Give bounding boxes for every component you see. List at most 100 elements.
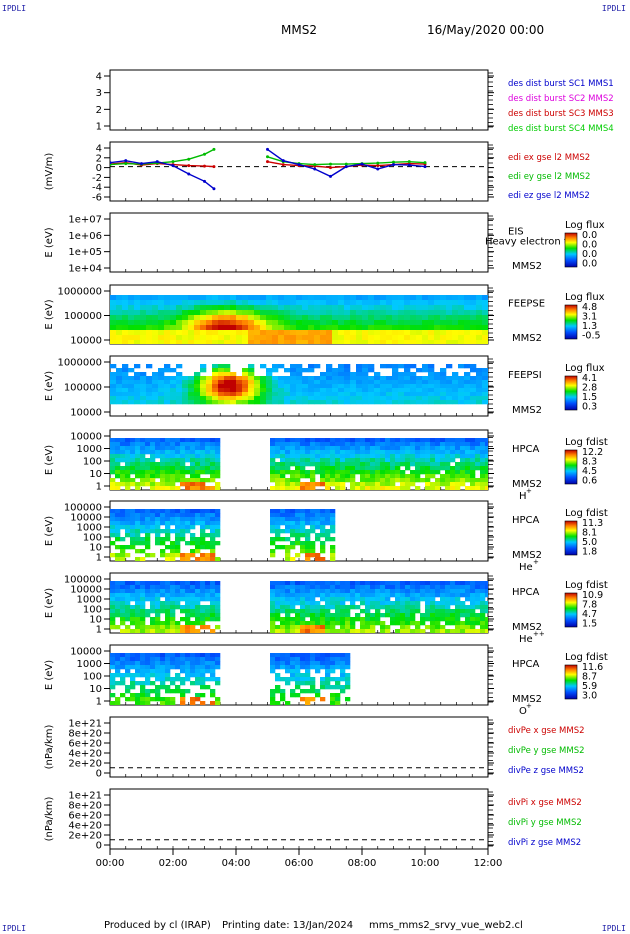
spectrogram-cell xyxy=(290,462,296,467)
spectrogram-cell xyxy=(435,478,441,483)
spectrogram-cell xyxy=(195,693,201,698)
spectrogram-cell xyxy=(150,681,156,686)
spectrogram-cell xyxy=(460,458,466,463)
spectrogram-cell xyxy=(476,380,483,385)
spectrogram-cell xyxy=(125,597,131,602)
x-tick-label: 04:00 xyxy=(222,858,251,869)
spectrogram-cell xyxy=(445,629,451,633)
spectrogram-cell xyxy=(420,458,426,463)
spectrogram-cell xyxy=(115,470,121,475)
spectrogram-cell xyxy=(270,470,276,475)
spectrogram-cell xyxy=(370,450,376,455)
spectrogram-cell xyxy=(425,438,431,443)
spectrogram-cell xyxy=(386,380,393,385)
spectrogram-cell xyxy=(332,325,339,331)
spectrogram-cell xyxy=(195,585,201,590)
spectrogram-cell xyxy=(320,677,326,682)
spectrogram-cell xyxy=(230,380,237,385)
spectrogram-cell xyxy=(455,589,461,594)
spectrogram-cell xyxy=(280,693,286,698)
spectrogram-cell xyxy=(320,533,326,538)
spectrogram-cell xyxy=(182,392,189,397)
spectrogram-cell xyxy=(480,470,486,475)
spectrogram-cell xyxy=(335,470,341,475)
spectrogram-cell xyxy=(356,325,363,331)
spectrogram-cell xyxy=(452,325,459,331)
spectrogram-cell xyxy=(182,300,189,306)
spectrogram-cell xyxy=(218,400,225,405)
spectrogram-cell xyxy=(165,442,171,447)
spectrogram-cell xyxy=(435,438,441,443)
spectrogram-cell xyxy=(398,384,405,389)
spectrogram-cell xyxy=(200,613,206,618)
spectrogram-cell xyxy=(440,400,447,405)
spectrogram-cell xyxy=(386,300,393,306)
spectrogram-cell xyxy=(435,454,441,459)
spectrogram-cell xyxy=(150,482,156,487)
spectrogram-cell xyxy=(440,609,446,614)
spectrogram-cell xyxy=(440,384,447,389)
spectrogram-cell xyxy=(335,450,341,455)
spectrogram-cell xyxy=(125,517,131,522)
spectrogram-cell xyxy=(195,629,201,633)
spectrogram-cell xyxy=(248,300,255,306)
spectrogram-cell xyxy=(190,537,196,542)
spectrogram-cell xyxy=(450,466,456,471)
spectrogram-cell xyxy=(280,466,286,471)
spectrogram-cell xyxy=(200,605,206,610)
spectrogram-cell xyxy=(146,300,153,306)
spectrogram-cell xyxy=(338,384,345,389)
spectrogram-cell xyxy=(450,597,456,602)
spectrogram-cell xyxy=(205,533,211,538)
spectrogram-cell xyxy=(310,478,316,483)
spectrogram-cell xyxy=(165,470,171,475)
spectrogram-cell xyxy=(120,589,126,594)
spectrogram-cell xyxy=(134,330,141,336)
spectrogram-cell xyxy=(368,380,375,385)
spectrogram-cell xyxy=(356,400,363,405)
spectrogram-cell xyxy=(446,340,453,344)
colorbar-label: Log fdist xyxy=(565,437,608,448)
spectrogram-cell xyxy=(128,384,135,389)
spectrogram-cell xyxy=(410,450,416,455)
spectrogram-cell xyxy=(206,396,213,401)
spectrogram-cell xyxy=(452,335,459,341)
spectrogram-cell xyxy=(134,376,141,381)
spectrogram-cell xyxy=(350,486,356,490)
spectrogram-cell xyxy=(405,482,411,487)
spectrogram-cell xyxy=(395,438,401,443)
spectrogram-cell xyxy=(320,438,326,443)
spectrogram-cell xyxy=(482,295,488,301)
spectrogram-cell xyxy=(482,335,488,341)
spectrogram-cell xyxy=(248,376,255,381)
spectrogram-cell xyxy=(164,400,171,405)
spectrogram-cell xyxy=(140,557,146,561)
spectrogram-cell xyxy=(194,396,201,401)
spectrogram-cell xyxy=(270,462,276,467)
spectrogram-cell xyxy=(356,310,363,316)
spectrogram-cell xyxy=(440,478,446,483)
spectrogram-cell xyxy=(130,661,136,666)
efield-point xyxy=(212,187,216,191)
spectrogram-cell xyxy=(345,685,351,690)
spectrogram-cell xyxy=(128,340,135,344)
spectrogram-cell xyxy=(270,478,276,483)
spectrogram-cell xyxy=(390,462,396,467)
spectrogram-cell xyxy=(110,388,117,393)
legend-entry: divPi x gse MMS2 xyxy=(508,798,582,808)
spectrogram-cell xyxy=(145,446,151,451)
spectrogram-cell xyxy=(210,466,216,471)
spectrogram-cell xyxy=(125,669,131,674)
spectrogram-cell xyxy=(182,400,189,405)
spectrogram-cell xyxy=(395,486,401,490)
spectrogram-cell xyxy=(248,372,255,377)
spectrogram-cell xyxy=(188,376,195,381)
spectrogram-cell xyxy=(425,589,431,594)
spectrogram-cell xyxy=(170,325,177,331)
spectrogram-cell xyxy=(182,320,189,326)
spectrogram-cell xyxy=(380,486,386,490)
spectrogram-cell xyxy=(170,310,177,316)
spectrogram-cell xyxy=(404,300,411,306)
spectrogram-cell xyxy=(425,585,431,590)
